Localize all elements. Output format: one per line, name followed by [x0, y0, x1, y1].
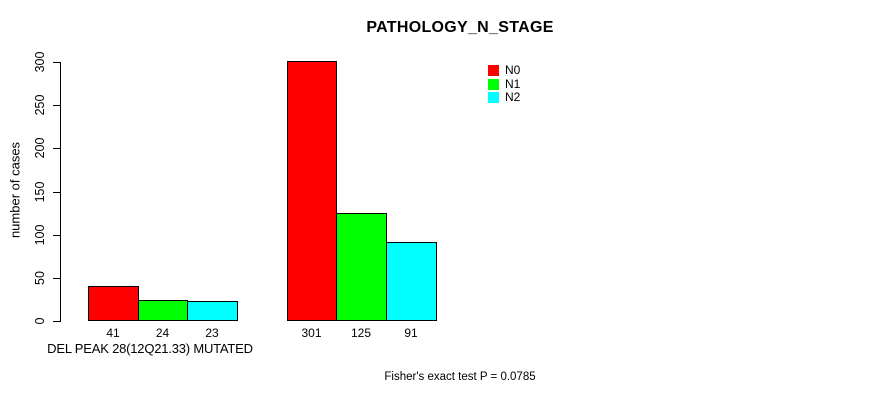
- y-axis-line: [60, 62, 61, 322]
- bar-N0-group-1: [88, 286, 139, 321]
- legend-item-N2: N2: [488, 90, 521, 104]
- y-axis-tick: [53, 321, 60, 322]
- legend-item-label: N2: [505, 90, 521, 104]
- bar-value-label: 24: [155, 326, 170, 340]
- y-axis-tick-label: 250: [33, 94, 47, 116]
- legend-swatch: [488, 92, 499, 103]
- y-axis-tick-label: 100: [33, 224, 47, 246]
- bar-N1-group-2: [336, 213, 387, 321]
- legend: N0 N1 N2: [488, 63, 521, 104]
- bar-N1-group-1: [138, 300, 188, 321]
- bar-value-label: 41: [106, 326, 120, 340]
- legend-item-label: N1: [505, 76, 521, 91]
- bar-N2-group-2: [386, 242, 437, 321]
- y-axis-tick: [53, 192, 60, 193]
- bar-N2-group-1: [187, 301, 238, 321]
- chart-title: PATHOLOGY_N_STAGE: [366, 19, 554, 36]
- y-axis-tick: [53, 278, 60, 279]
- legend-swatch: [488, 65, 499, 76]
- bar-value-label: 125: [350, 326, 372, 340]
- legend-item-label: N0: [505, 63, 521, 77]
- y-axis-tick-label: 150: [33, 181, 47, 203]
- y-axis-tick-label: 50: [33, 271, 47, 285]
- bar-N0-group-2: [287, 61, 337, 321]
- legend-swatch: [488, 78, 499, 90]
- y-axis-tick-label: 200: [33, 137, 47, 159]
- y-axis-tick: [53, 105, 60, 106]
- bar-value-label: 23: [205, 326, 219, 340]
- legend-item-N1: N1: [488, 76, 521, 91]
- bar-value-label: 301: [301, 326, 322, 340]
- y-axis-tick: [53, 148, 60, 149]
- y-axis-tick-label: 300: [33, 51, 47, 73]
- bar-value-label: 91: [404, 326, 418, 340]
- y-axis-tick-label: 0: [33, 317, 47, 325]
- x-axis-group-label: DEL PEAK 28(12Q21.33) MUTATED: [47, 341, 253, 356]
- footnote-pvalue: Fisher's exact test P = 0.0785: [384, 371, 536, 383]
- y-axis-tick: [53, 62, 60, 63]
- legend-item-N0: N0: [488, 63, 521, 77]
- y-axis-tick: [53, 235, 60, 236]
